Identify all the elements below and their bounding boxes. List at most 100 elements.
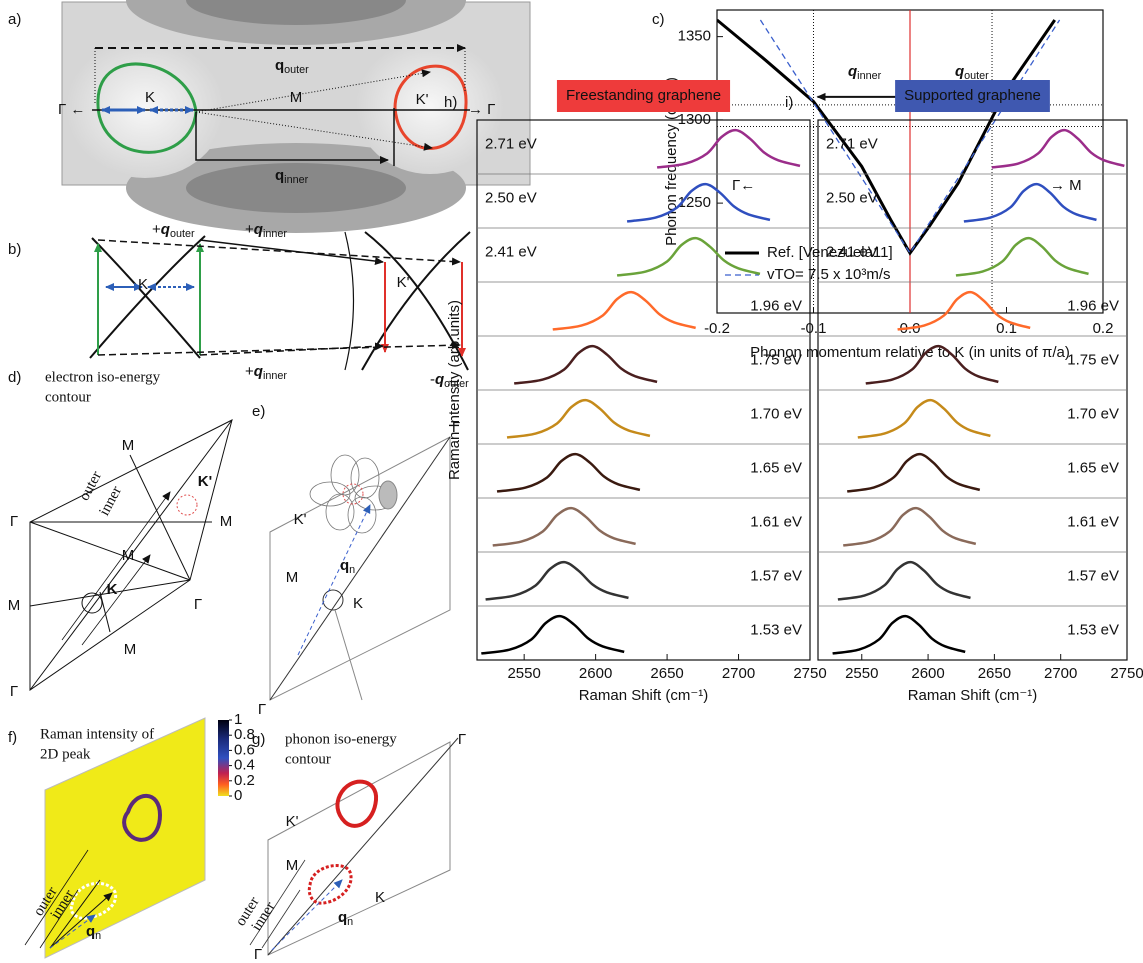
panel-letter: f) [8,729,17,746]
spectrum [481,614,625,655]
panel-title: contour [285,751,331,767]
q-symbol: q [86,923,95,940]
spectrum [496,452,641,493]
q-label: qn [338,909,353,928]
q-label: +qinner [245,221,287,240]
panel-letter: a) [8,11,21,28]
point-label: K' [198,473,212,490]
q-sign: - [430,371,435,388]
row-label: 2.71 eV [485,135,537,152]
panel-letter: g) [252,731,265,748]
q-subscript: outer [284,64,309,76]
panel-title: electron iso-energy [45,369,161,385]
row-label: 2.50 eV [826,189,878,206]
x-tick-label: 2550 [507,665,540,682]
x-tick-label: 2750 [793,665,826,682]
q-label: +qouter [152,221,195,240]
q-symbol: q [161,221,170,238]
x-tick-label: 2550 [845,665,878,682]
x-tick-label: 2600 [579,665,612,682]
q-sign: + [152,221,161,238]
point-label: M [122,547,135,564]
spectrum [513,344,658,385]
panel-letter: d) [8,369,21,386]
panel-d-art [29,419,233,691]
y-tick-label: 1350 [678,28,711,45]
q-symbol: q [955,63,964,80]
spectrum [897,290,1031,331]
q-symbol: q [340,557,349,574]
x-tick-label: -0.2 [704,320,730,337]
series-line [717,18,1056,256]
spectrum [832,614,966,655]
row-label: 2.41 eV [826,243,878,260]
x-axis-label: Raman Shift (cm⁻¹) [908,687,1038,704]
x-tick-label: 2650 [978,665,1011,682]
colorbar-tick-label: 0.2 [234,772,255,789]
panel-f-art [24,717,229,959]
spectrum [955,236,1089,277]
colorbar-tick-label: 0.6 [234,741,255,758]
x-tick-label: 2650 [650,665,683,682]
q-outer-label: qouter [275,57,309,76]
point-label: Γ ← [58,101,85,118]
spectrum [626,182,771,223]
row-label: 1.57 eV [1067,567,1119,584]
x-tick-label: 2600 [911,665,944,682]
q-subscript: inner [263,228,287,240]
panel-title: 2D peak [40,746,91,762]
spectrum [492,506,636,547]
q-symbol: q [275,167,284,184]
q-label: +qinner [245,363,287,382]
spectrum [552,290,696,331]
row-label: 1.70 eV [750,405,802,422]
panel-title: phonon iso-energy [285,731,397,747]
row-label: 1.96 eV [1067,297,1119,314]
row-label: 2.50 eV [485,189,537,206]
panel-title: Supported graphene [904,87,1041,104]
annotation: Γ← [732,177,755,194]
panel-letter: h) [444,94,457,111]
row-label: 1.70 eV [1067,405,1119,422]
point-label: M [8,597,21,614]
point-label: K [375,889,385,906]
x-tick-label: 0.2 [1093,320,1114,337]
point-label: M [122,437,135,454]
row-label: 1.53 eV [1067,621,1119,638]
q-symbol: q [254,363,263,380]
point-label: M [286,857,299,874]
point-label: K [107,581,118,598]
point-label: Γ [10,683,18,700]
q-subscript: n [95,930,101,942]
spectrum [616,236,761,277]
x-axis-label: Phonon momentum relative to K (in units … [750,344,1070,361]
point-label: M [290,89,303,106]
panel-letter: c) [652,11,665,28]
spectrum [991,128,1125,169]
q-symbol: q [435,371,444,388]
x-tick-label: 2700 [1044,665,1077,682]
legend-label: vTO= 7.5 x 10³m/s [767,266,891,283]
panel-a-art [61,0,531,233]
point-label: Γ [452,419,460,436]
colorbar-tick-label: 1 [234,711,242,728]
q-subscript: inner [284,174,308,186]
x-tick-label: 2750 [1110,665,1143,682]
title-box [556,80,731,112]
q-symbol: q [848,63,857,80]
panel-title: contour [45,389,91,405]
spectrum [865,344,999,385]
spectrum [506,398,651,439]
point-label: M [220,513,233,530]
row-label: 2.41 eV [485,243,537,260]
row-label: 1.57 eV [750,567,802,584]
annotation: → M [1050,177,1082,194]
panel-letter: b) [8,241,21,258]
q-symbol: q [338,909,347,926]
point-label: → Γ [468,101,495,118]
row-label: 1.96 eV [750,297,802,314]
point-label: K' [294,511,307,528]
y-axis-label: Raman Intensity (arb.units) [446,300,463,480]
annotation: qinner [848,63,882,82]
panel-g-art [249,737,459,956]
